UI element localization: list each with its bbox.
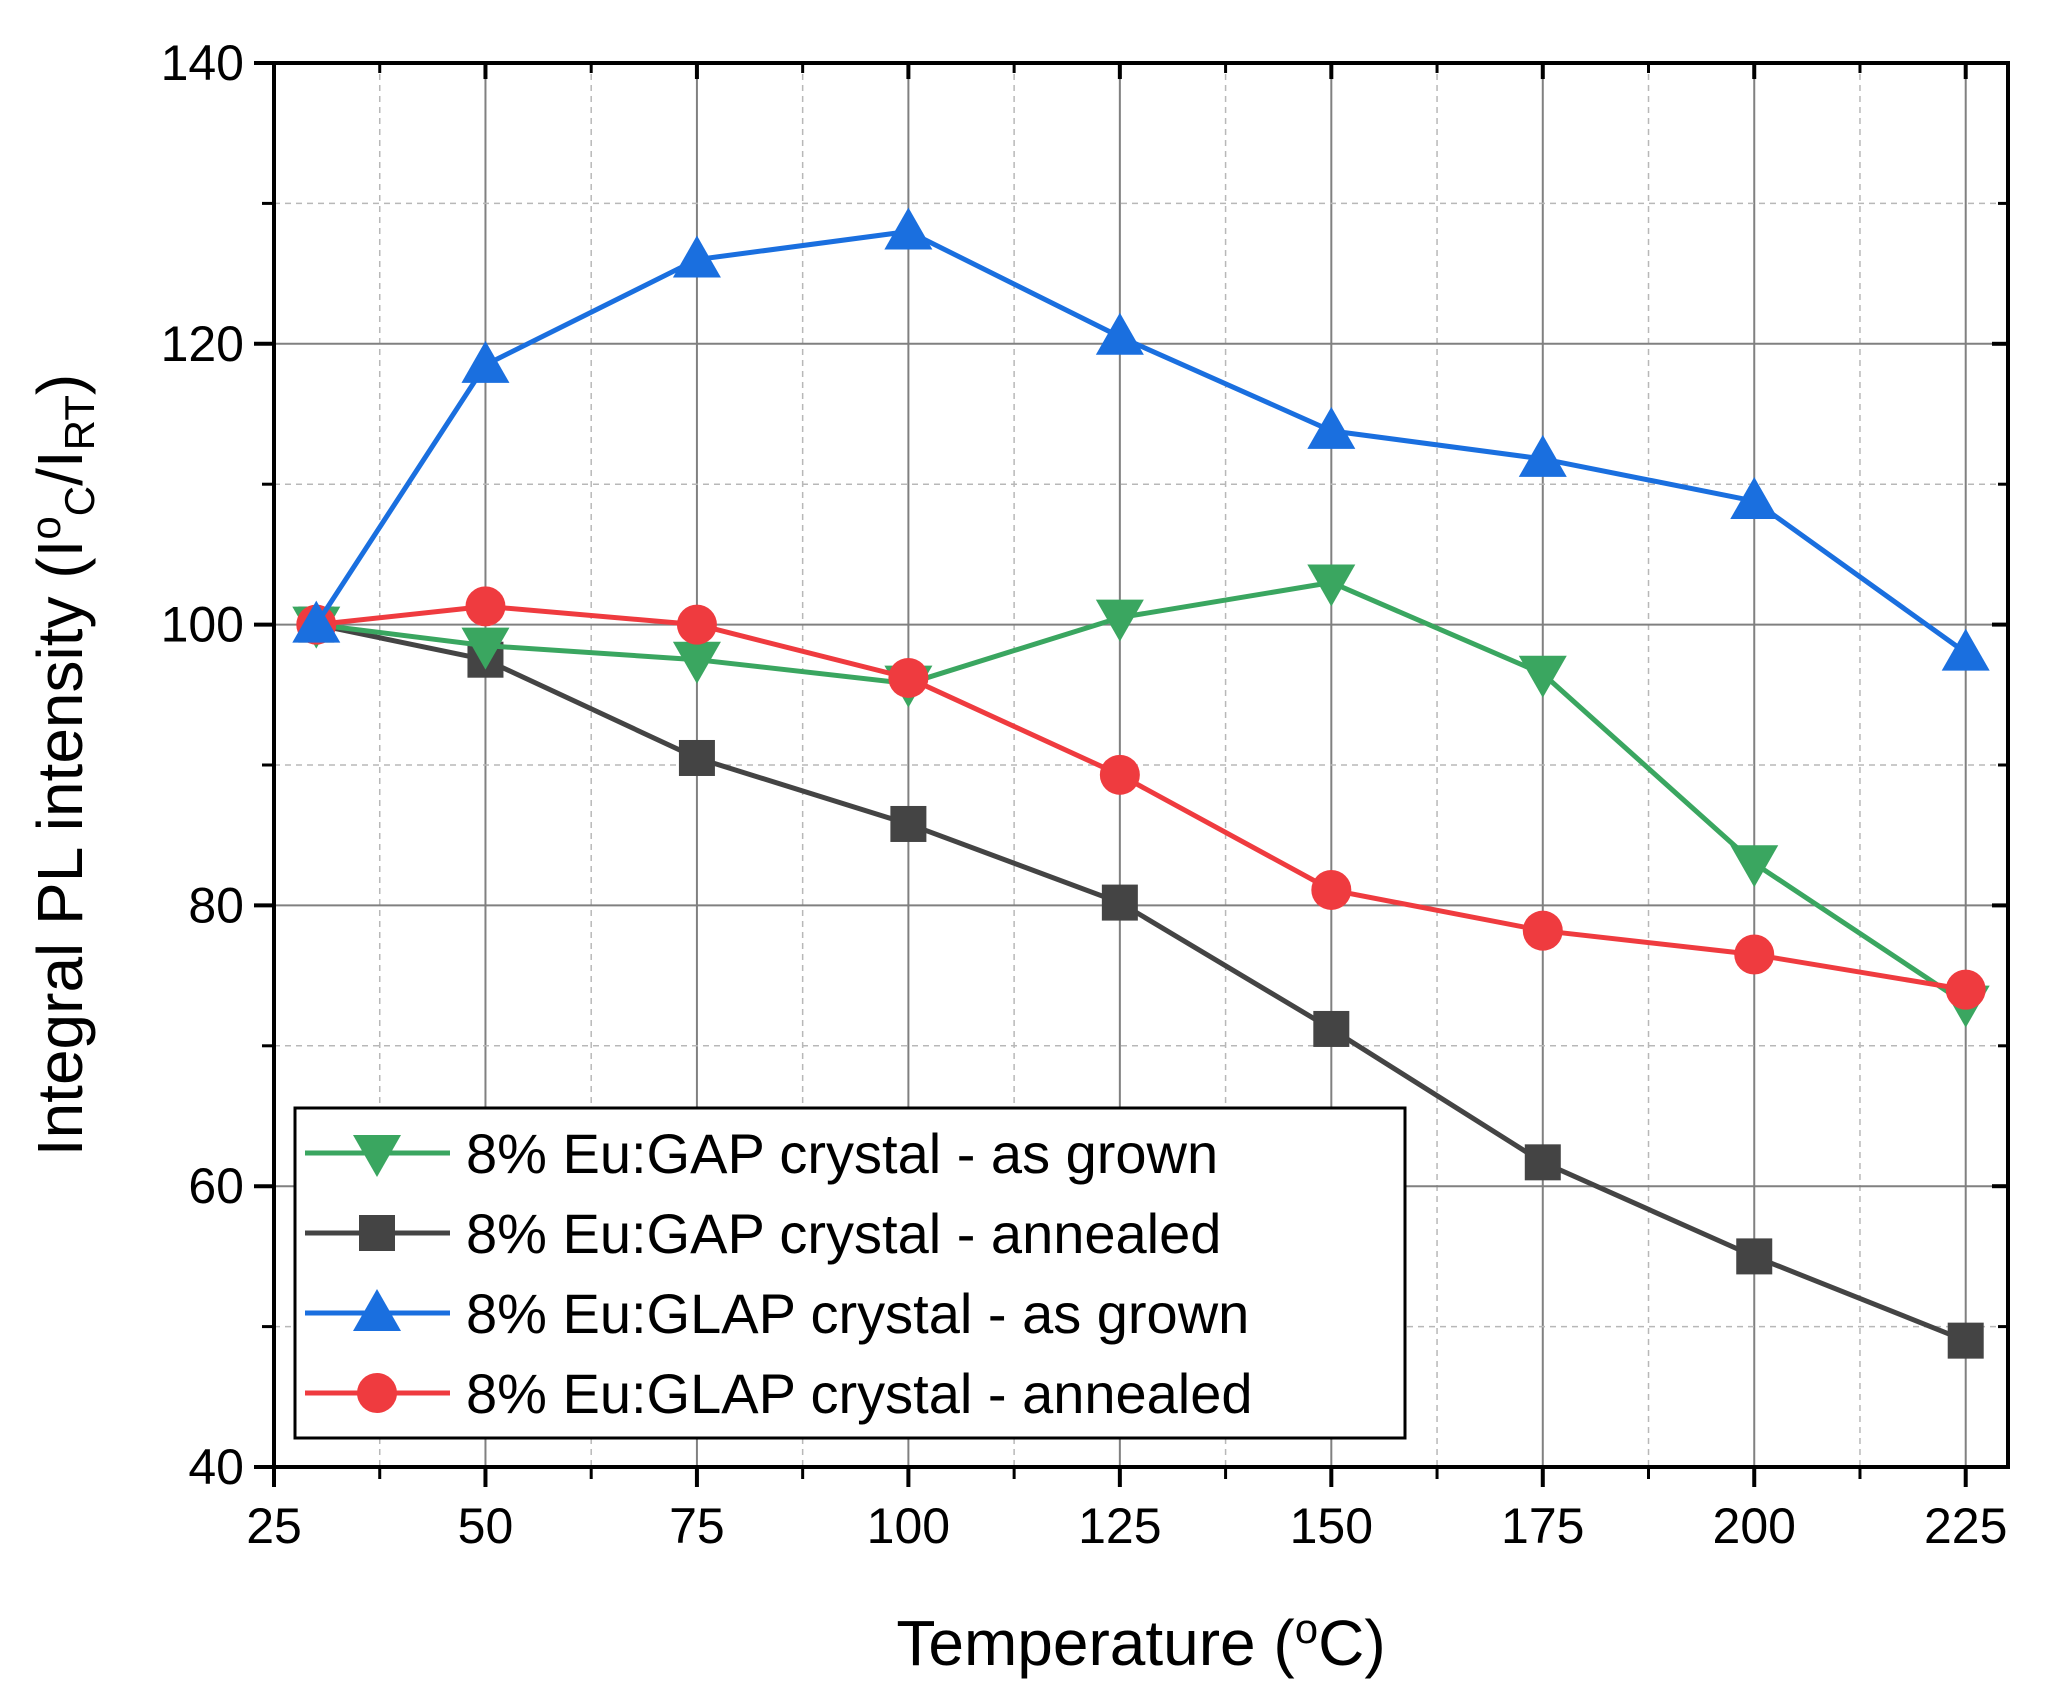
data-point-circle (357, 1373, 397, 1413)
legend-entry: 8% Eu:GLAP crystal - annealed (305, 1362, 1253, 1425)
legend-swatch (305, 1135, 450, 1177)
data-point-square (1947, 1322, 1984, 1359)
data-point-triangle-up (672, 235, 721, 278)
data-point-triangle-down (1095, 599, 1144, 642)
data-point-square (1736, 1238, 1773, 1275)
x-tick-label: 50 (458, 1498, 514, 1554)
x-tick-label: 125 (1078, 1498, 1161, 1554)
data-point-square (1524, 1144, 1561, 1181)
y-tick-label: 60 (188, 1158, 244, 1214)
legend-swatch (305, 1215, 450, 1251)
series-2 (292, 207, 1990, 671)
data-point-triangle-up (461, 340, 510, 383)
series-layer (292, 207, 1990, 1359)
y-tick-label: 140 (161, 35, 244, 91)
x-tick-label: 75 (669, 1498, 725, 1554)
legend-entry: 8% Eu:GAP crystal - annealed (305, 1202, 1221, 1265)
legend-label: 8% Eu:GLAP crystal - annealed (466, 1362, 1253, 1425)
data-point-square (678, 739, 715, 776)
x-tick-label: 25 (246, 1498, 302, 1554)
data-point-triangle-up (884, 207, 933, 250)
y-tick-label: 80 (188, 877, 244, 933)
legend-label: 8% Eu:GAP crystal - annealed (466, 1202, 1221, 1265)
legend-box (293, 1106, 1407, 1440)
x-axis-title: Temperature (oC) (896, 1605, 1385, 1679)
x-tick-label: 100 (867, 1498, 950, 1554)
legend-label: 8% Eu:GLAP crystal - as grown (466, 1282, 1249, 1345)
data-point-circle (1945, 969, 1986, 1010)
data-point-triangle-down (461, 627, 510, 670)
y-tick-label: 100 (161, 597, 244, 653)
data-point-triangle-up (1518, 434, 1567, 477)
data-point-triangle-up (1307, 406, 1356, 449)
legend: 8% Eu:GAP crystal - as grown 8% Eu:GAP c… (293, 1106, 1407, 1440)
data-point-triangle-down (1518, 655, 1567, 698)
data-point-triangle-up (1941, 628, 1990, 671)
data-point-circle (1311, 869, 1352, 910)
data-point-square (1101, 884, 1138, 921)
data-point-circle (465, 586, 506, 627)
y-tick-label: 40 (188, 1439, 244, 1495)
data-point-square (359, 1215, 395, 1251)
data-point-triangle-up (1730, 477, 1779, 520)
legend-entry: 8% Eu:GAP crystal - as grown (305, 1122, 1218, 1185)
data-point-circle (1734, 934, 1775, 975)
data-point-triangle-up (292, 600, 341, 643)
data-point-circle (676, 604, 717, 645)
data-point-circle (1522, 910, 1563, 951)
data-point-triangle-down (1730, 845, 1779, 888)
data-point-triangle-up (353, 1289, 401, 1331)
y-tick-label: 120 (161, 316, 244, 372)
data-point-square (890, 805, 927, 842)
data-point-triangle-down (353, 1135, 401, 1177)
data-point-triangle-up (1095, 312, 1144, 355)
legend-entry: 8% Eu:GLAP crystal - as grown (305, 1282, 1249, 1345)
y-axis-title: Integral PL intensity (IoC/IRT) (22, 374, 103, 1156)
x-tick-label: 175 (1501, 1498, 1584, 1554)
axis-ticks: 25 50 75 100 125 150 175 200 225 40 60 80 100 120 140 (161, 35, 2008, 1554)
x-tick-label: 150 (1290, 1498, 1373, 1554)
data-point-square (1313, 1010, 1350, 1047)
legend-swatch (305, 1373, 450, 1413)
data-point-circle (888, 657, 929, 698)
data-point-triangle-down (672, 641, 721, 684)
data-point-triangle-down (1307, 564, 1356, 607)
data-point-circle (1099, 754, 1140, 795)
legend-swatch (305, 1289, 450, 1331)
legend-label: 8% Eu:GAP crystal - as grown (466, 1122, 1218, 1185)
x-tick-label: 225 (1924, 1498, 2007, 1554)
x-tick-label: 200 (1713, 1498, 1796, 1554)
